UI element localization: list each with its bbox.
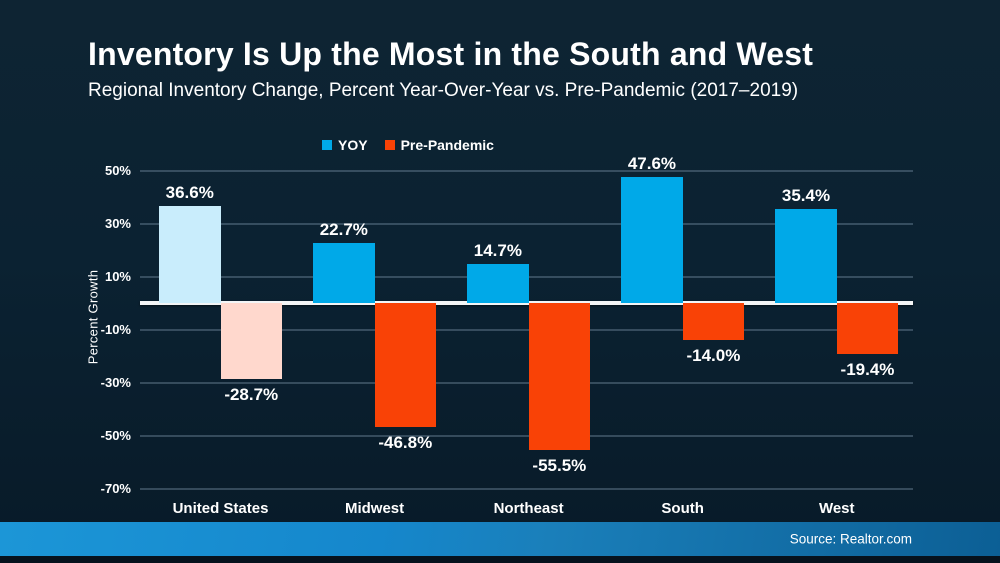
legend-swatch-prepandemic-icon bbox=[384, 140, 395, 150]
value-label-yoy-south: 47.6% bbox=[627, 153, 677, 173]
y-tick-label: -70% bbox=[100, 480, 131, 496]
value-label-pre-pandemic-united-states: -28.7% bbox=[224, 385, 279, 405]
y-tick-label: -10% bbox=[100, 321, 131, 337]
x-axis-label-south: South bbox=[661, 500, 704, 517]
page-title: Inventory Is Up the Most in the South an… bbox=[88, 36, 814, 72]
value-label-pre-pandemic-south: -14.0% bbox=[686, 346, 741, 366]
value-label-yoy-midwest: 22.7% bbox=[319, 219, 368, 239]
x-axis-label-united-states: United States bbox=[172, 500, 269, 517]
zero-axis-line bbox=[140, 301, 913, 305]
legend-swatch-yoy-icon bbox=[322, 140, 332, 150]
legend-item-prepandemic: Pre-Pandemic bbox=[384, 137, 494, 153]
bar-yoy-west bbox=[775, 209, 837, 303]
page-subtitle: Regional Inventory Change, Percent Year-… bbox=[88, 80, 799, 101]
x-axis-label-west: West bbox=[818, 500, 855, 517]
y-tick-label: -30% bbox=[100, 374, 131, 390]
bar-pre-pandemic-south bbox=[682, 303, 745, 341]
legend-label-yoy: YOY bbox=[338, 137, 368, 153]
value-label-yoy-united-states: 36.6% bbox=[165, 183, 214, 202]
legend-label-prepandemic: Pre-Pandemic bbox=[400, 137, 494, 153]
y-tick-label: 30% bbox=[104, 215, 131, 231]
legend-item-yoy: YOY bbox=[322, 137, 368, 153]
bar-pre-pandemic-northeast bbox=[528, 303, 591, 451]
footer-band: Source: Realtor.com bbox=[0, 522, 1000, 556]
bar-yoy-northeast bbox=[467, 264, 529, 303]
x-axis-label-midwest: Midwest bbox=[344, 500, 405, 517]
gridline bbox=[140, 434, 913, 437]
gridline bbox=[140, 381, 913, 384]
y-tick-label: 10% bbox=[104, 268, 131, 284]
bar-yoy-south bbox=[621, 176, 683, 303]
source-credit: Source: Realtor.com bbox=[789, 531, 912, 547]
value-label-yoy-northeast: 14.7% bbox=[473, 241, 522, 261]
gridline bbox=[140, 328, 913, 331]
gridline bbox=[140, 222, 913, 225]
x-axis-label-northeast: Northeast bbox=[493, 500, 564, 517]
bar-yoy-midwest bbox=[313, 242, 375, 303]
chart-legend: YOY Pre-Pandemic bbox=[322, 137, 494, 153]
footer-strip bbox=[0, 556, 1000, 563]
bar-yoy-united-states bbox=[159, 206, 221, 303]
value-label-pre-pandemic-midwest: -46.8% bbox=[378, 433, 433, 453]
value-label-pre-pandemic-west: -19.4% bbox=[840, 360, 895, 380]
bar-pre-pandemic-west bbox=[836, 303, 899, 355]
value-label-pre-pandemic-northeast: -55.5% bbox=[532, 456, 587, 476]
bar-pre-pandemic-midwest bbox=[374, 303, 437, 428]
gridline bbox=[140, 169, 913, 172]
value-label-yoy-west: 35.4% bbox=[781, 186, 831, 206]
y-axis-title: Percent Growth bbox=[85, 269, 101, 365]
y-tick-label: 50% bbox=[104, 162, 131, 178]
bar-pre-pandemic-united-states bbox=[220, 303, 282, 380]
y-tick-label: -50% bbox=[100, 427, 131, 443]
gridline bbox=[140, 487, 913, 490]
